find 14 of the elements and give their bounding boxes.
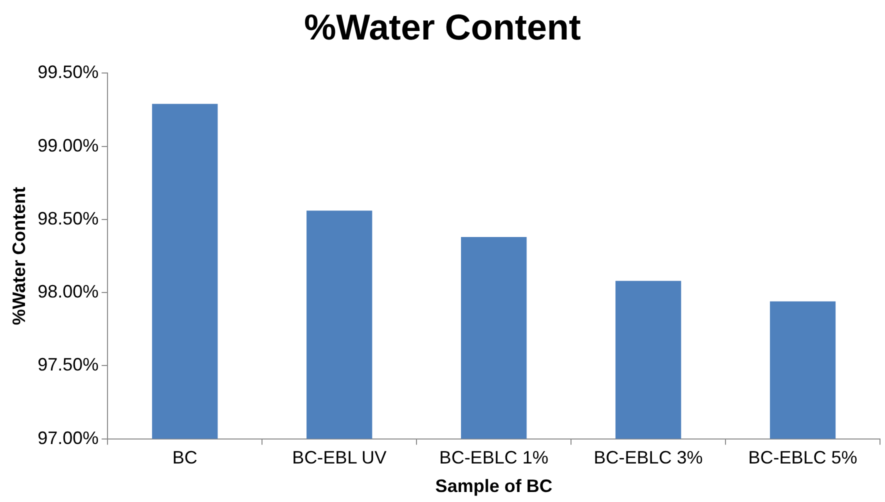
x-tick-label: BC-EBLC 3% <box>594 448 703 468</box>
y-tick-label: 97.50% <box>38 354 99 375</box>
y-tick-label: 98.00% <box>38 282 99 302</box>
y-tick-label: 97.00% <box>38 428 99 448</box>
y-tick-label: 98.50% <box>38 208 99 228</box>
y-axis-title: %Water Content <box>8 186 29 326</box>
x-tick-label: BC-EBLC 5% <box>748 448 858 468</box>
y-tick-label: 99.50% <box>38 62 99 82</box>
y-tick-label: 99.00% <box>38 135 99 156</box>
chart-title: %Water Content <box>304 6 581 48</box>
x-tick-label: BC-EBLC 1% <box>439 448 548 468</box>
x-tick-label: BC-EBL UV <box>292 448 387 468</box>
x-axis-title: Sample of BC <box>435 476 552 496</box>
x-tick-label: BC <box>172 448 198 468</box>
